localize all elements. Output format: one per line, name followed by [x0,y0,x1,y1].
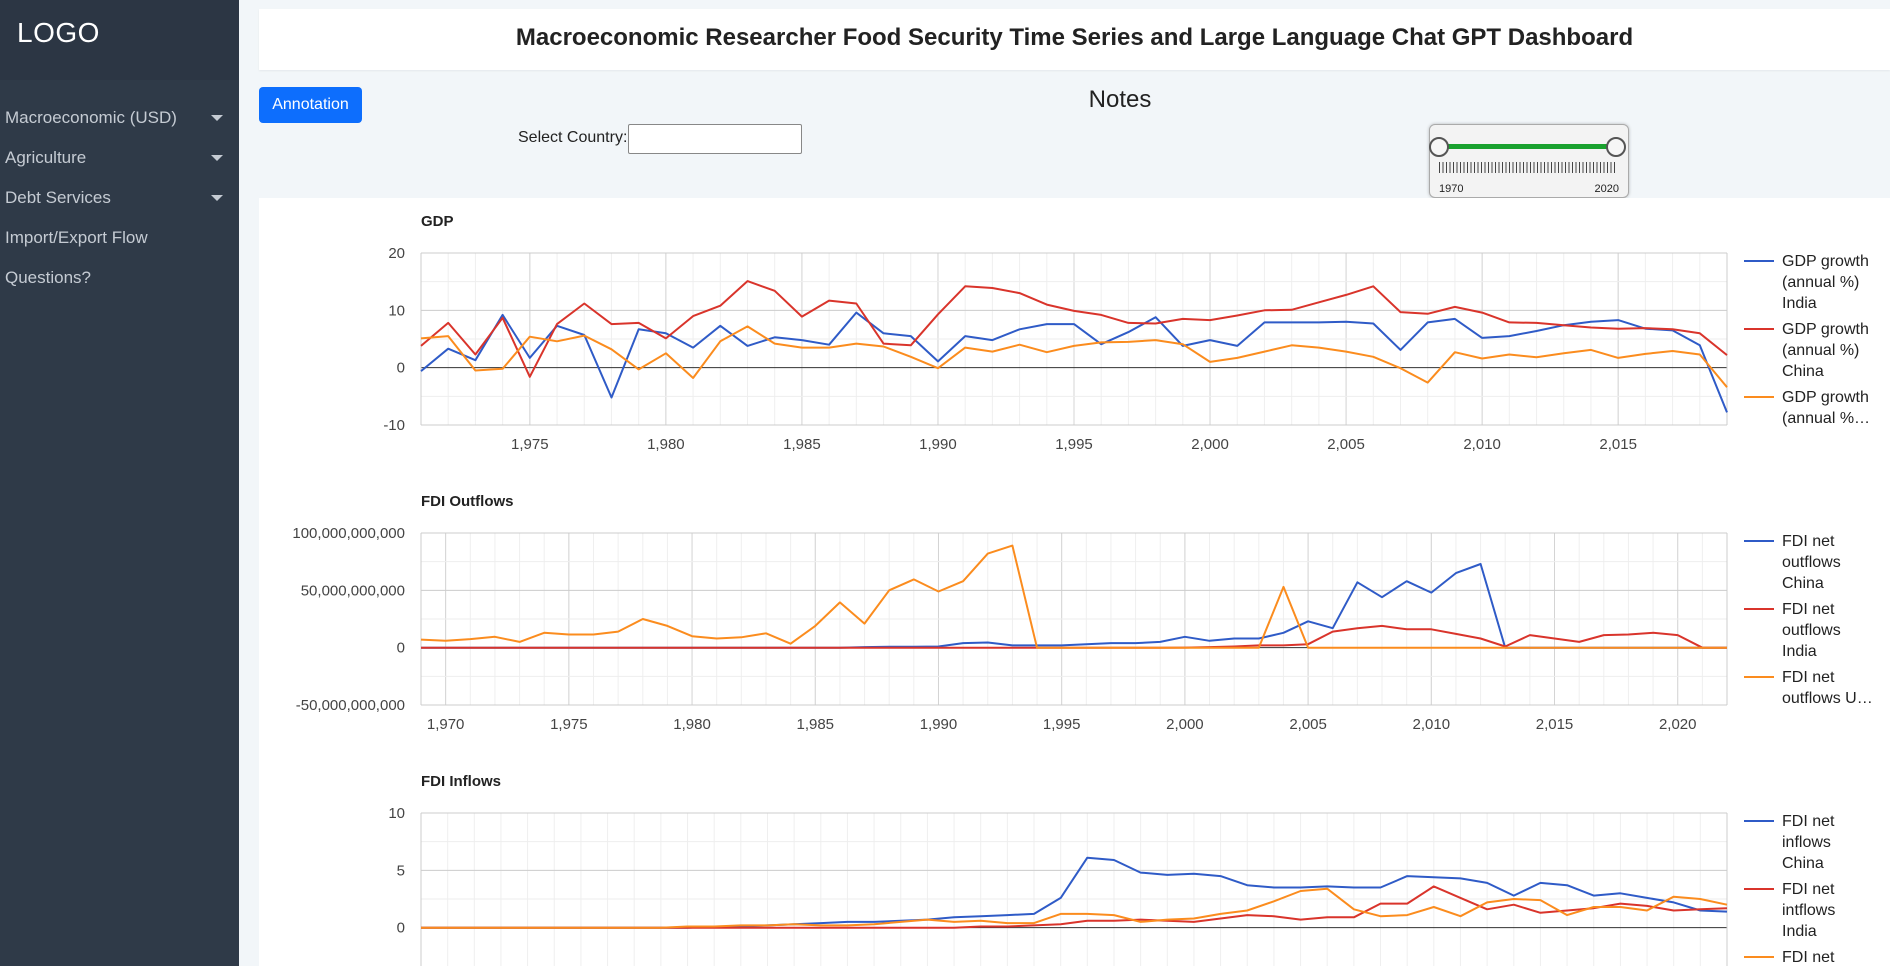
sidebar-item-label: Debt Services [5,188,111,207]
annotation-button[interactable]: Annotation [259,87,362,123]
range-track[interactable] [1438,144,1618,149]
header-bar: Macroeconomic Researcher Food Security T… [259,9,1890,70]
country-label: Select Country: [518,129,628,146]
sidebar-item-import-export[interactable]: Import/Export Flow [0,218,239,258]
notes-title: Notes [1088,86,1152,113]
caret-down-icon [211,155,223,161]
sidebar-item-label: Questions? [5,268,91,287]
sidebar-item-agriculture[interactable]: Agriculture [0,138,239,178]
sidebar-item-questions[interactable]: Questions? [0,258,239,298]
sidebar-item-macroeconomic[interactable]: Macroeconomic (USD) [0,98,239,138]
caret-down-icon [211,115,223,121]
range-ticks [1439,162,1617,173]
country-input[interactable] [628,124,802,154]
page-title: Macroeconomic Researcher Food Security T… [515,24,1634,51]
range-handle-max[interactable] [1606,137,1626,157]
range-max-label: 2020 [1594,183,1619,195]
logo-band [0,0,239,80]
sidebar-item-debt-services[interactable]: Debt Services [0,178,239,218]
sidebar: LOGO Macroeconomic (USD) Agriculture Deb… [0,0,239,966]
sidebar-item-label: Macroeconomic (USD) [5,108,177,127]
sidebar-item-label: Agriculture [5,148,87,167]
sidebar-nav: Macroeconomic (USD) Agriculture Debt Ser… [0,98,239,298]
logo[interactable]: LOGO [17,17,100,48]
year-range-slider[interactable]: 1970 2020 [1429,124,1629,198]
range-min-label: 1970 [1439,183,1464,195]
range-handle-min[interactable] [1429,137,1449,157]
caret-down-icon [211,195,223,201]
charts-panel [259,198,1890,966]
sidebar-item-label: Import/Export Flow [5,228,148,247]
